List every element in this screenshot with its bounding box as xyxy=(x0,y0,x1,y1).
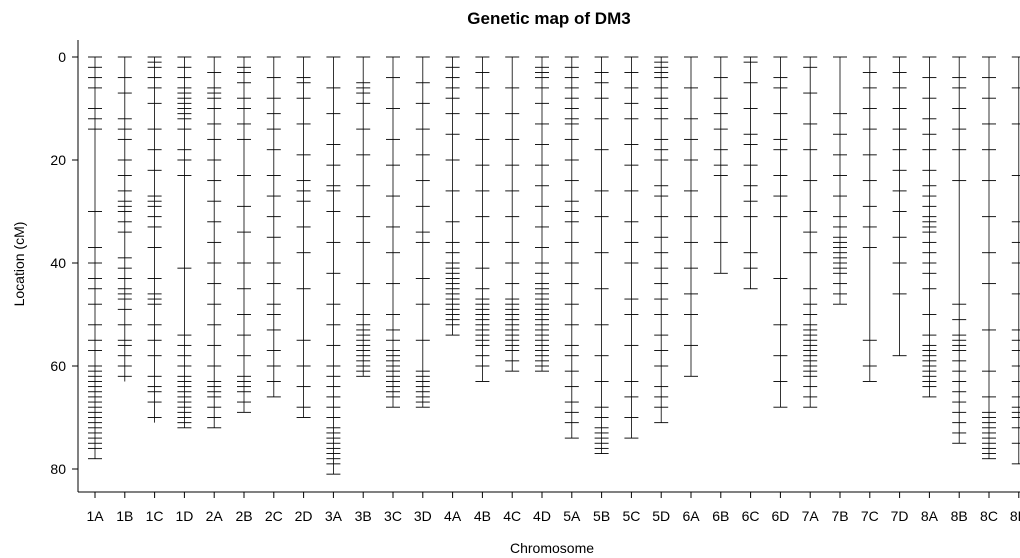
x-tick-label-7C: 7C xyxy=(861,508,879,524)
chromosome-1A xyxy=(88,56,102,460)
chromosome-4A xyxy=(445,56,460,336)
x-tick-label-5D: 5D xyxy=(652,508,670,524)
x-tick-label-5C: 5C xyxy=(622,508,640,524)
x-tick-label-4D: 4D xyxy=(533,508,551,524)
y-axis-label: Location (cM) xyxy=(11,222,27,307)
y-tick-label: 0 xyxy=(58,49,66,65)
x-tick-label-8B: 8B xyxy=(951,508,968,524)
x-tick-label-7B: 7B xyxy=(831,508,848,524)
chromosome-2D xyxy=(296,56,311,418)
y-tick-label: 80 xyxy=(50,461,66,477)
chromosome-6C xyxy=(743,56,758,290)
x-axis-label: Chromosome xyxy=(510,540,594,556)
x-tick-label-8C: 8C xyxy=(980,508,998,524)
x-tick-label-6C: 6C xyxy=(742,508,760,524)
x-tick-label-7A: 7A xyxy=(802,508,820,524)
x-tick-label-3C: 3C xyxy=(384,508,402,524)
y-tick-label: 20 xyxy=(50,152,66,168)
chromosome-1D xyxy=(177,56,192,429)
chromosome-5B xyxy=(594,56,609,454)
chromosome-8A xyxy=(922,56,937,398)
x-tick-label-2C: 2C xyxy=(265,508,283,524)
chromosome-7B xyxy=(833,56,847,305)
chromosome-5A xyxy=(564,56,579,439)
x-tick-label-2D: 2D xyxy=(295,508,313,524)
chromosome-2B xyxy=(237,56,251,413)
x-tick-label-8D: 8D xyxy=(1010,508,1020,524)
x-tick-label-1D: 1D xyxy=(175,508,193,524)
chromosome-3B xyxy=(356,56,371,377)
x-tick-label-4B: 4B xyxy=(474,508,491,524)
y-tick-label: 60 xyxy=(50,358,66,374)
chromosome-8B xyxy=(952,56,967,444)
chromosome-3A xyxy=(326,56,341,475)
chromosome-5C xyxy=(624,56,639,439)
x-tick-label-8A: 8A xyxy=(921,508,939,524)
x-tick-label-4C: 4C xyxy=(503,508,521,524)
x-tick-label-6B: 6B xyxy=(712,508,729,524)
chromosome-6D xyxy=(773,56,788,408)
x-tick-label-5B: 5B xyxy=(593,508,610,524)
y-tick-label: 40 xyxy=(50,255,66,271)
chromosome-8C xyxy=(982,56,996,460)
x-tick-label-1A: 1A xyxy=(86,508,104,524)
chromosome-1B xyxy=(117,56,132,382)
chromosome-2C xyxy=(266,56,281,398)
chromosome-2A xyxy=(207,56,222,429)
chromosome-6B xyxy=(713,56,728,274)
chromosome-4B xyxy=(475,56,490,382)
x-tick-label-5A: 5A xyxy=(563,508,581,524)
chromosome-4C xyxy=(505,56,520,372)
x-tick-label-2A: 2A xyxy=(206,508,224,524)
x-tick-label-7D: 7D xyxy=(891,508,909,524)
chromosome-6A xyxy=(684,56,698,377)
x-tick-label-3A: 3A xyxy=(325,508,343,524)
x-tick-label-6A: 6A xyxy=(682,508,700,524)
x-tick-label-3D: 3D xyxy=(414,508,432,524)
x-tick-label-1C: 1C xyxy=(146,508,164,524)
chromosome-1C xyxy=(147,56,162,423)
chromosome-8D xyxy=(1011,56,1020,465)
x-tick-label-6D: 6D xyxy=(771,508,789,524)
chromosome-7D xyxy=(892,56,907,357)
x-tick-label-3B: 3B xyxy=(355,508,372,524)
chart-title: Genetic map of DM3 xyxy=(467,9,630,28)
chromosome-3D xyxy=(415,56,430,408)
chromosome-7C xyxy=(862,56,877,382)
chromosome-5D xyxy=(654,56,669,424)
chromosome-3C xyxy=(386,56,400,408)
chromosome-7A xyxy=(803,56,818,408)
x-tick-label-2B: 2B xyxy=(235,508,252,524)
x-tick-label-1B: 1B xyxy=(116,508,133,524)
chromosome-4D xyxy=(535,56,549,372)
x-tick-label-4A: 4A xyxy=(444,508,462,524)
